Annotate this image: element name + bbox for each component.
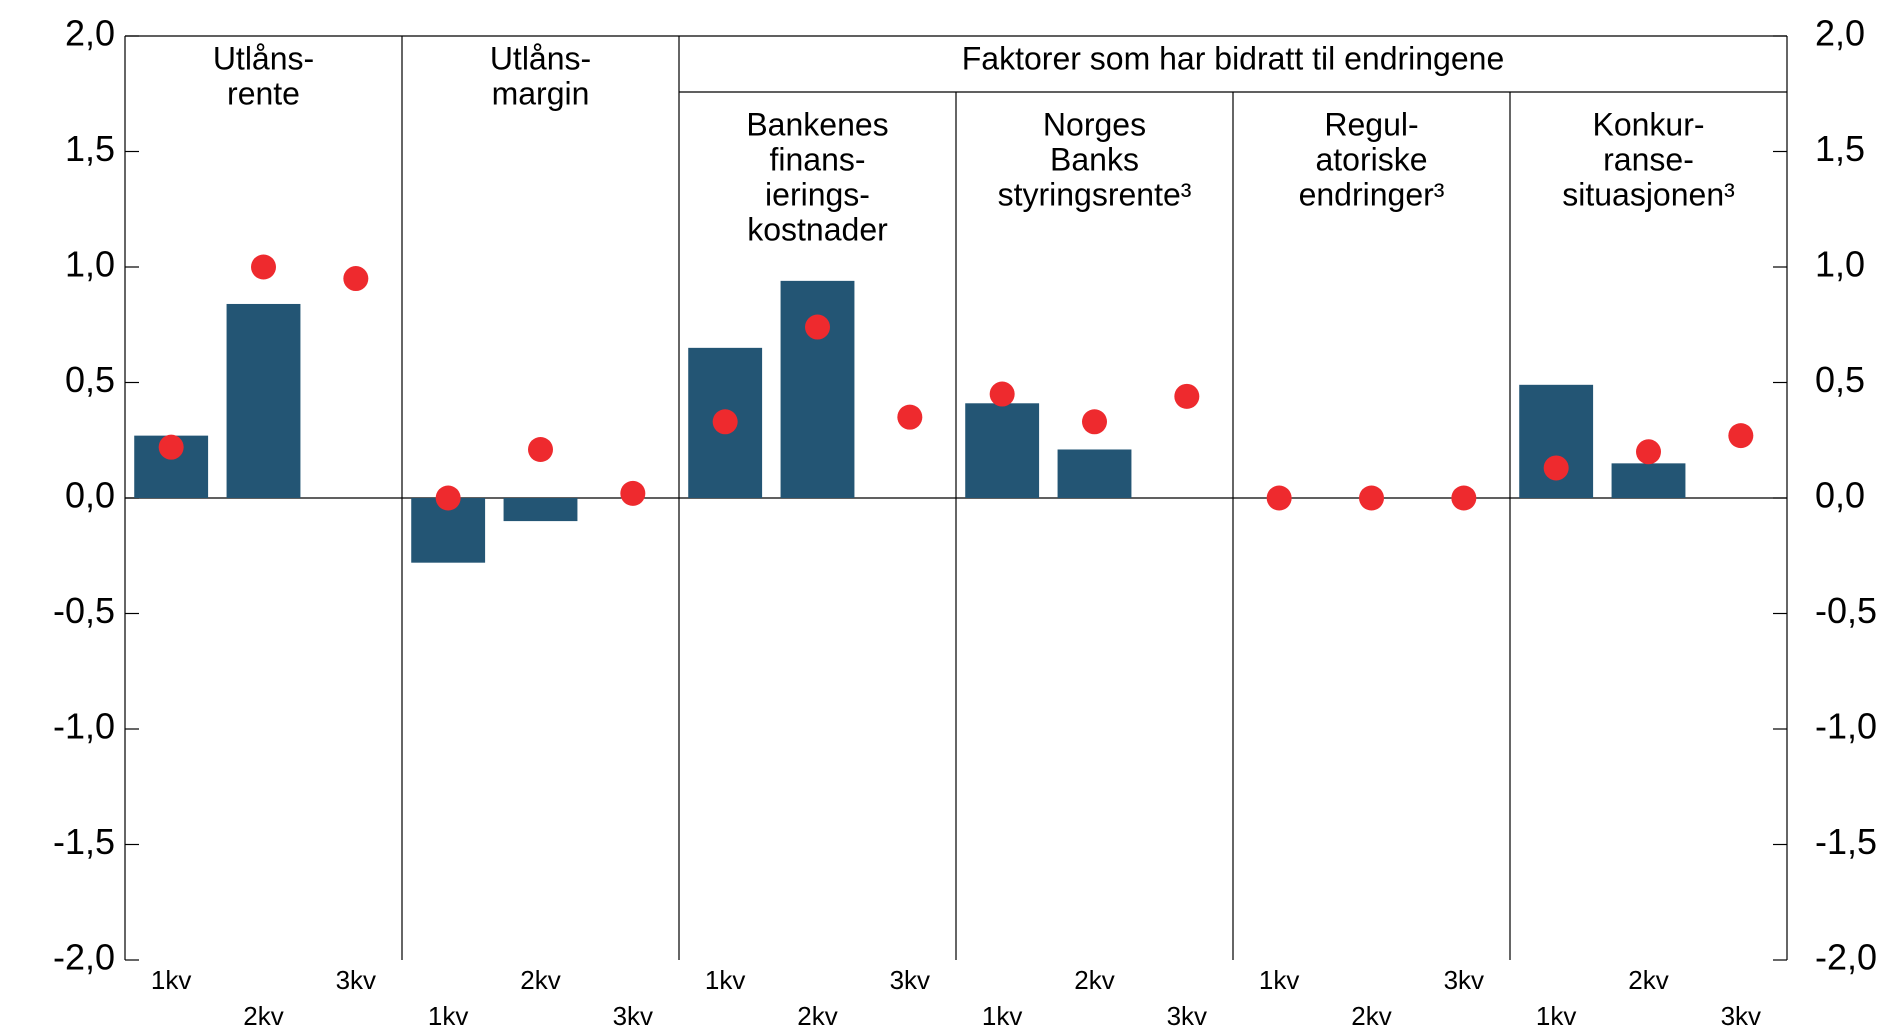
x-tick-label: 1kv — [151, 965, 191, 995]
x-tick-label: 2kv — [1074, 965, 1114, 995]
x-tick-label: 2kv — [243, 1001, 283, 1031]
x-tick-label: 3kv — [613, 1001, 653, 1031]
group-label: Utlåns- — [490, 40, 591, 76]
dot — [158, 434, 184, 460]
group-label: ierings- — [765, 176, 870, 212]
bar — [1611, 463, 1686, 498]
x-tick-label: 2kv — [797, 1001, 837, 1031]
y2-tick-label: -1,0 — [1815, 706, 1877, 747]
dot — [1082, 409, 1107, 435]
y2-tick-label: 0,5 — [1815, 359, 1865, 400]
x-tick-label: 3kv — [336, 965, 376, 995]
dot — [805, 314, 830, 340]
x-tick-label: 3kv — [1721, 1001, 1761, 1031]
dot — [620, 480, 646, 506]
bar — [226, 303, 301, 498]
bar — [1057, 449, 1132, 498]
y2-tick-label: 1,5 — [1815, 128, 1865, 169]
group-label: ranse- — [1603, 141, 1694, 177]
dot — [251, 254, 276, 280]
group-label: Konkur- — [1592, 106, 1704, 142]
y-tick-label: 1,5 — [65, 128, 115, 169]
dot — [1266, 485, 1292, 511]
group-label: margin — [492, 75, 590, 111]
y2-tick-label: 2,0 — [1815, 13, 1865, 54]
dot — [343, 266, 369, 292]
group-label: endringer³ — [1299, 176, 1445, 212]
y2-tick-label: -0,5 — [1815, 590, 1877, 631]
group-label: rente — [227, 75, 300, 111]
bar — [965, 403, 1040, 498]
group-label: situasjonen³ — [1562, 176, 1735, 212]
dot — [1543, 455, 1569, 481]
y-tick-label: 1,0 — [65, 244, 115, 285]
group-label: Banks — [1050, 141, 1139, 177]
x-tick-label: 3kv — [1444, 965, 1484, 995]
bar — [1519, 384, 1594, 498]
bar — [780, 280, 855, 498]
x-tick-label: 1kv — [705, 965, 745, 995]
x-tick-label: 1kv — [428, 1001, 468, 1031]
dot — [1728, 423, 1754, 449]
y2-tick-label: 1,0 — [1815, 244, 1865, 285]
group-label: finans- — [769, 141, 865, 177]
x-tick-label: 2kv — [520, 965, 560, 995]
group-label: Regul- — [1324, 106, 1418, 142]
bar — [503, 498, 578, 522]
y-tick-label: 0,5 — [65, 359, 115, 400]
group-label: Bankenes — [746, 106, 888, 142]
dot — [435, 485, 461, 511]
y2-tick-label: -2,0 — [1815, 937, 1877, 978]
x-tick-label: 3kv — [1167, 1001, 1207, 1031]
dot — [989, 381, 1015, 407]
dot — [712, 409, 738, 435]
y-tick-label: 0,0 — [65, 475, 115, 516]
y-tick-label: 2,0 — [65, 13, 115, 54]
dot — [1451, 485, 1477, 511]
y2-tick-label: 0,0 — [1815, 475, 1865, 516]
y-tick-label: -1,5 — [53, 821, 115, 862]
dot — [897, 404, 923, 430]
group-label: kostnader — [747, 211, 888, 247]
x-tick-label: 1kv — [1259, 965, 1299, 995]
x-tick-label: 1kv — [1536, 1001, 1576, 1031]
group-label: Utlåns- — [213, 40, 314, 76]
dot — [528, 436, 553, 462]
dot — [1174, 383, 1200, 409]
y2-tick-label: -1,5 — [1815, 821, 1877, 862]
group-label: Norges — [1043, 106, 1146, 142]
x-tick-label: 3kv — [890, 965, 930, 995]
y-tick-label: -2,0 — [53, 937, 115, 978]
dot — [1636, 439, 1661, 465]
group-label: styringsrente³ — [998, 176, 1192, 212]
header-label: Faktorer som har bidratt til endringene — [962, 40, 1504, 76]
group-label: atoriske — [1315, 141, 1427, 177]
x-tick-label: 2kv — [1351, 1001, 1391, 1031]
dot — [1359, 485, 1384, 511]
x-tick-label: 2kv — [1628, 965, 1668, 995]
x-tick-label: 1kv — [982, 1001, 1022, 1031]
y-tick-label: -1,0 — [53, 706, 115, 747]
y-tick-label: -0,5 — [53, 590, 115, 631]
